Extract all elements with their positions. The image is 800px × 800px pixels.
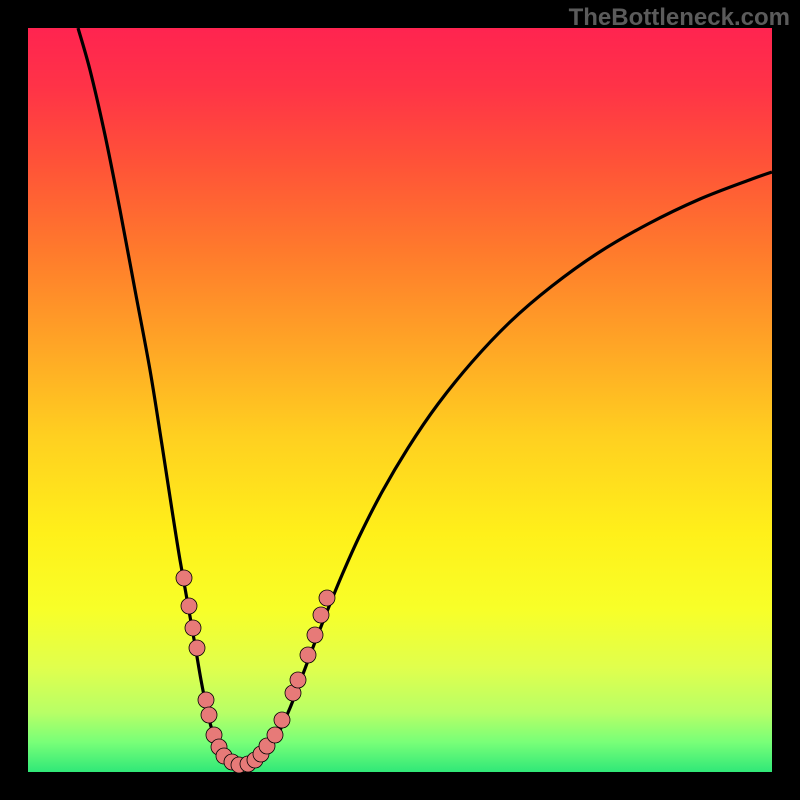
chart-container: TheBottleneck.com [0,0,800,800]
watermark: TheBottleneck.com [569,4,790,32]
pink-marker [198,692,214,708]
pink-marker [201,707,217,723]
pink-marker [181,598,197,614]
bottleneck-curve [78,28,772,765]
pink-marker [300,647,316,663]
pink-marker [319,590,335,606]
pink-marker [313,607,329,623]
pink-marker [290,672,306,688]
pink-marker [176,570,192,586]
pink-marker [307,627,323,643]
pink-marker [267,727,283,743]
pink-marker [185,620,201,636]
pink-marker [274,712,290,728]
curve-overlay [0,0,800,800]
pink-marker [189,640,205,656]
